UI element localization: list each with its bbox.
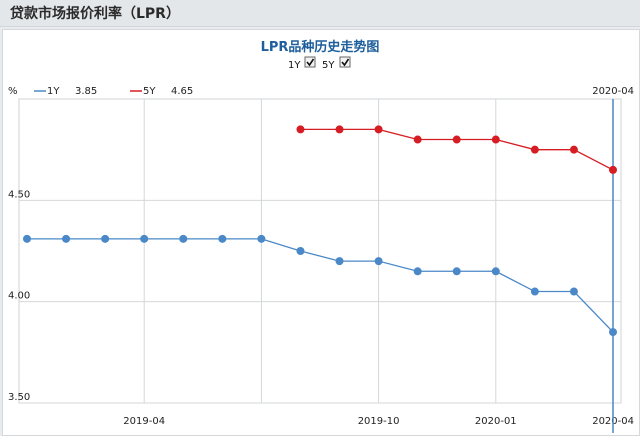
data-point-5y[interactable]	[491, 135, 500, 144]
page-title: 贷款市场报价利率（LPR）	[10, 6, 180, 22]
checkbox-1y[interactable]	[304, 56, 316, 68]
data-point-5y[interactable]	[609, 165, 617, 174]
data-point-1y[interactable]	[62, 234, 71, 243]
toggle-5y-label: 5Y	[322, 60, 335, 71]
data-point-5y[interactable]	[530, 145, 539, 154]
data-point-5y[interactable]	[452, 135, 461, 144]
data-point-1y[interactable]	[257, 234, 266, 243]
data-point-1y[interactable]	[609, 328, 617, 337]
data-point-5y[interactable]	[296, 125, 305, 134]
legend-1y-name: 1Y	[47, 86, 60, 97]
check-icon	[341, 58, 350, 67]
cursor-date-label: 2020-04	[592, 86, 634, 97]
data-point-1y[interactable]	[101, 234, 110, 243]
data-point-5y[interactable]	[413, 135, 422, 144]
data-point-1y[interactable]	[179, 234, 188, 243]
data-point-1y[interactable]	[452, 267, 461, 276]
x-tick-label: 2019-04	[123, 416, 165, 427]
x-tick-label: 2020-01	[475, 416, 517, 427]
toggle-1y[interactable]: 1Y	[288, 56, 316, 71]
data-point-1y[interactable]	[296, 247, 305, 255]
data-point-1y[interactable]	[491, 267, 500, 276]
x-tick-label: 2019-10	[358, 416, 400, 427]
toggle-5y[interactable]: 5Y	[322, 56, 351, 71]
legend-5y: 5Y 4.65	[130, 86, 193, 97]
y-tick-label: 3.50	[8, 392, 30, 403]
y-unit-label: %	[8, 86, 18, 97]
data-point-5y[interactable]	[374, 125, 383, 134]
data-point-1y[interactable]	[569, 287, 578, 296]
data-point-1y[interactable]	[413, 267, 422, 276]
legend-5y-name: 5Y	[143, 86, 156, 97]
series-line-1y	[27, 238, 614, 333]
toggle-1y-label: 1Y	[288, 60, 301, 71]
data-point-1y[interactable]	[140, 234, 149, 243]
data-point-1y[interactable]	[374, 257, 383, 266]
check-icon	[306, 58, 315, 67]
data-point-5y[interactable]	[569, 145, 578, 154]
y-tick-label: 4.00	[8, 291, 30, 302]
data-point-5y[interactable]	[335, 125, 344, 134]
chart-title: LPR品种历史走势图	[261, 39, 380, 55]
data-point-1y[interactable]	[218, 234, 227, 243]
checkbox-5y[interactable]	[339, 56, 351, 68]
legend-1y-value: 3.85	[75, 86, 97, 97]
legend-5y-value: 4.65	[171, 86, 193, 97]
legend-1y: 1Y 3.85	[34, 86, 97, 97]
data-point-1y[interactable]	[335, 257, 344, 266]
page-header: 贷款市场报价利率（LPR）	[0, 0, 640, 27]
data-point-1y[interactable]	[530, 287, 539, 296]
y-tick-label: 4.50	[8, 189, 30, 200]
plot-area	[18, 98, 622, 404]
data-point-1y[interactable]	[23, 234, 31, 243]
